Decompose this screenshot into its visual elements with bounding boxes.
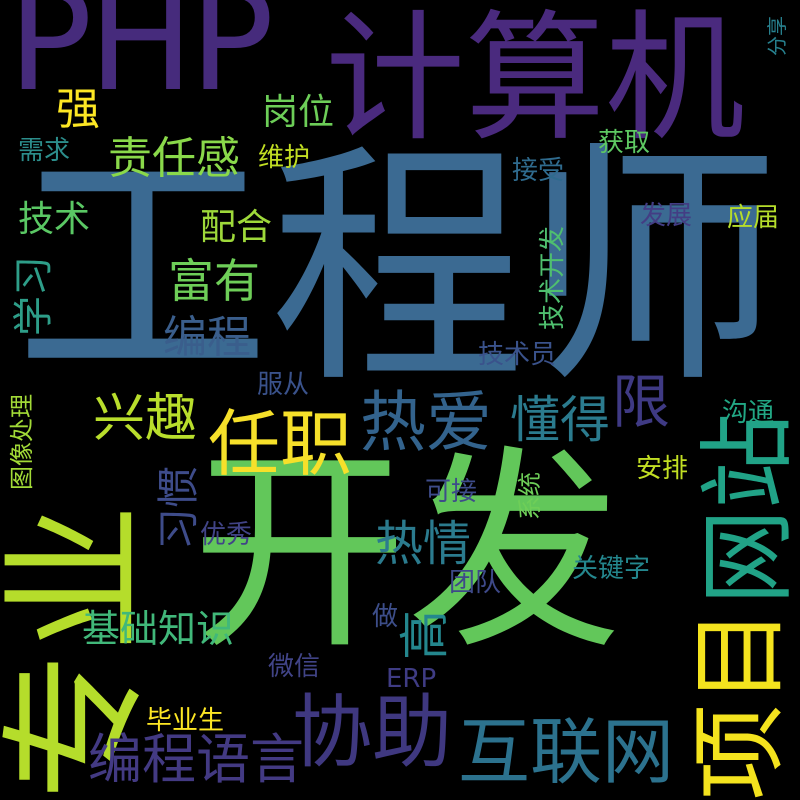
word-erp: ERP <box>386 664 437 694</box>
word-xian: 限 <box>612 368 671 436</box>
word-php: PHP <box>8 0 274 123</box>
word-jishuyuan: 技术员 <box>478 340 557 370</box>
word-zerengan: 责任感 <box>108 133 240 184</box>
word-youxiu: 优秀 <box>200 520 253 550</box>
word-kaifa: 开发 <box>192 427 622 678</box>
word-dongde: 懂得 <box>510 391 610 449</box>
word-tuxiangchuli: 图像处理 <box>8 394 36 490</box>
word-qiang: 强 <box>56 84 100 135</box>
word-zuo: 做 <box>372 602 399 632</box>
word-reai: 热爱 <box>360 384 492 461</box>
word-xuexi: 学习 <box>11 256 57 336</box>
word-jichuzhishi: 基础知识 <box>82 607 235 651</box>
word-xingqu: 兴趣 <box>93 389 198 449</box>
word-fenxiang: 分享 <box>765 16 789 56</box>
word-yingjie: 应届 <box>727 203 780 233</box>
word-huoqu: 获取 <box>598 128 651 158</box>
word-hulianwang: 互联网 <box>458 710 675 794</box>
word-xitong: 系统 <box>516 472 544 520</box>
word-xiguan: 习惯 <box>154 465 203 550</box>
word-wangzhan: 网站 <box>692 413 800 605</box>
word-gangwei: 岗位 <box>262 92 335 133</box>
word-weihu: 维护 <box>258 143 311 173</box>
word-fazhan: 发展 <box>640 201 693 231</box>
word-jieshou: 接受 <box>512 156 565 186</box>
word-jishu: 技术 <box>18 199 91 240</box>
word-kejie: 可接 <box>425 477 478 507</box>
word-jishukaifa: 技术开发 <box>538 226 568 331</box>
word-guanjianzi: 关键字 <box>572 554 651 584</box>
word-xuqiu: 需求 <box>18 136 71 166</box>
word-reqing: 热情 <box>375 516 472 572</box>
word-fucong: 服从 <box>257 370 310 400</box>
word-biyesheng: 毕业生 <box>146 706 225 736</box>
word-peihe: 配合 <box>200 207 273 248</box>
word-anpai: 安排 <box>636 454 689 484</box>
word-gao: 高 <box>396 610 454 660</box>
word-weixin: 微信 <box>268 652 321 682</box>
word-bianchengyuyan: 编程语言 <box>88 728 304 791</box>
word-jisuanji: 计算机 <box>325 0 746 161</box>
word-fuyou: 富有 <box>168 254 260 308</box>
word-xiezhu: 协助 <box>292 686 452 779</box>
word-goutong: 沟通 <box>722 398 775 428</box>
word-gongchengshi: 工程师 <box>15 121 781 418</box>
word-xiangmu: 项目 <box>684 608 796 800</box>
word-biancheng: 编程 <box>163 312 251 363</box>
word-renzhi: 任职 <box>208 402 353 486</box>
word-tuandui: 团队 <box>449 568 502 598</box>
